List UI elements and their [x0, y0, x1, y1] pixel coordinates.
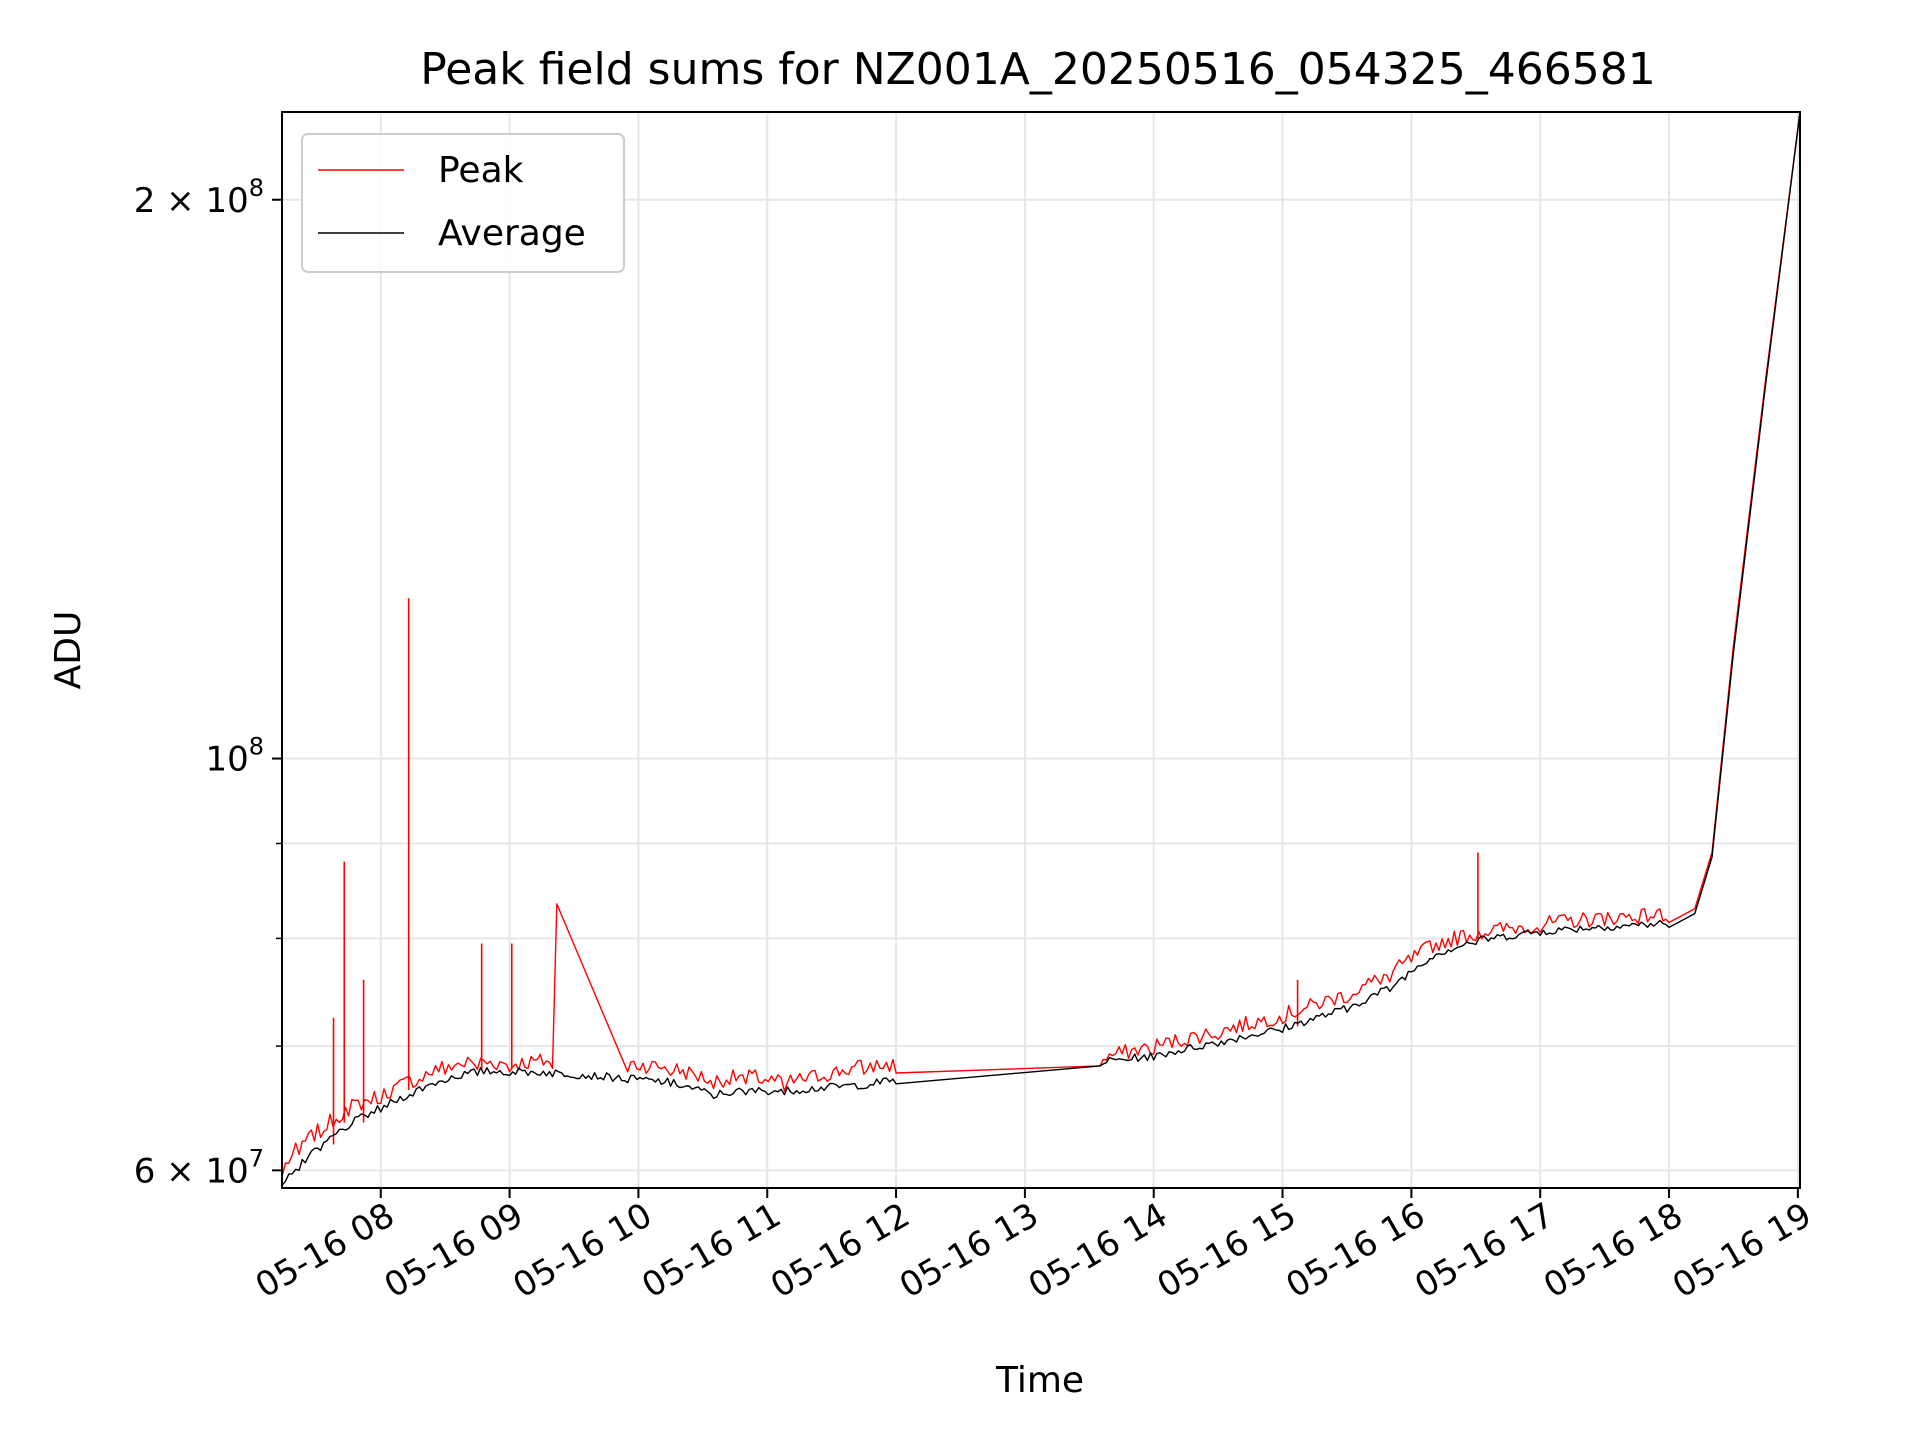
y-axis-title: ADU: [48, 611, 89, 690]
legend-label-average: Average: [438, 213, 586, 254]
x-axis-label: Time: [995, 1360, 1084, 1401]
plot-frame: [281, 111, 1801, 1189]
chart-title: Peak field sums for NZ001A_20250516_0543…: [420, 44, 1655, 95]
plot-series: [281, 111, 1801, 1186]
legend-label-peak: Peak: [438, 150, 524, 191]
plot-area: [282, 112, 1800, 1188]
series-line-peak: [281, 111, 1801, 1178]
series-line-average: [281, 111, 1801, 1186]
y-axis-label: ADU: [48, 611, 89, 690]
y-tick-label: 6 × 107: [134, 1144, 264, 1191]
y-tick-label: 2 × 108: [134, 174, 264, 221]
legend-box: [301, 133, 625, 273]
grid-lines: [282, 112, 1800, 1188]
legend: Peak Average: [301, 133, 625, 273]
